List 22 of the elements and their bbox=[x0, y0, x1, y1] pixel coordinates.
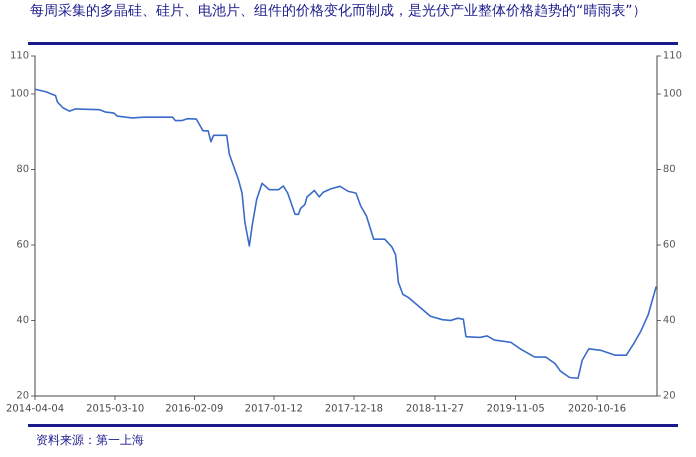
x-tick-label: 2016-02-09 bbox=[165, 404, 224, 415]
y-tick-label: 20 bbox=[16, 390, 30, 402]
y-tick-label: 60 bbox=[16, 239, 30, 250]
y-tick-label: 110 bbox=[10, 50, 30, 62]
y2-tick-label: 40 bbox=[662, 315, 676, 326]
x-tick-label: 2014-04-04 bbox=[6, 404, 64, 415]
x-tick-label: 2018-11-27 bbox=[406, 404, 464, 415]
chart-title: 每周采集的多晶硅、硅片、电池片、组件的价格变化而制成，是光伏产业整体价格趋势的“晴雨表”） bbox=[30, 2, 648, 20]
x-tick-label: 2019-11-05 bbox=[486, 404, 545, 415]
y2-tick-label: 110 bbox=[662, 50, 682, 62]
y2-tick-label: 100 bbox=[662, 88, 682, 100]
text: 资料来源：第一上海 bbox=[36, 432, 144, 449]
y2-tick-label: 60 bbox=[662, 239, 676, 250]
x-tick-label: 2017-12-18 bbox=[324, 404, 383, 415]
x-tick-label: 2020-10-16 bbox=[568, 404, 626, 415]
y2-tick-label: 80 bbox=[662, 164, 676, 175]
x-tick-label: 2017-01-12 bbox=[244, 404, 303, 415]
y2-tick-label: 20 bbox=[662, 390, 676, 402]
y-tick-label: 100 bbox=[10, 88, 30, 100]
y-tick-label: 40 bbox=[16, 315, 30, 326]
x-tick-label: 2015-03-10 bbox=[86, 404, 144, 415]
y-tick-label: 80 bbox=[16, 164, 30, 175]
